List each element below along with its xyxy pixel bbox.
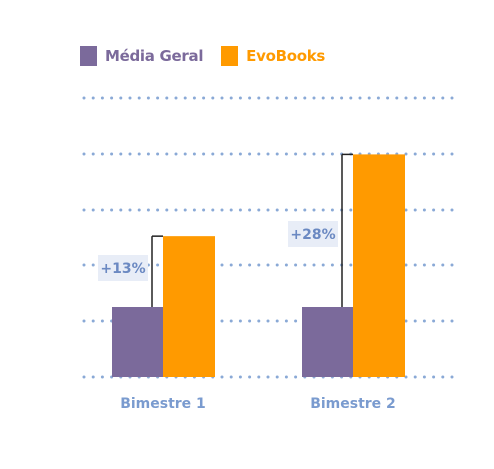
legend-swatch-media-geral (80, 46, 97, 66)
legend-label-media-geral: Média Geral (105, 47, 204, 65)
annotation-label: +28% (290, 227, 335, 243)
annotation-box (98, 255, 148, 281)
legend-item-media-geral: Média Geral (80, 46, 203, 66)
bar-evobooks (163, 236, 215, 377)
bar-media-geral (112, 307, 163, 377)
legend-label-evobooks: EvoBooks (246, 47, 326, 65)
x-tick-label: Bimestre 1 (120, 396, 206, 412)
annotation-box (288, 221, 338, 247)
legend-item-evobooks: EvoBooks (221, 46, 325, 66)
legend: Média Geral EvoBooks (80, 46, 343, 66)
annotation-label: +13% (100, 261, 145, 277)
bar-media-geral (302, 307, 353, 377)
legend-swatch-evobooks (221, 46, 239, 66)
bar-evobooks (353, 154, 405, 377)
x-tick-label: Bimestre 2 (310, 396, 396, 412)
